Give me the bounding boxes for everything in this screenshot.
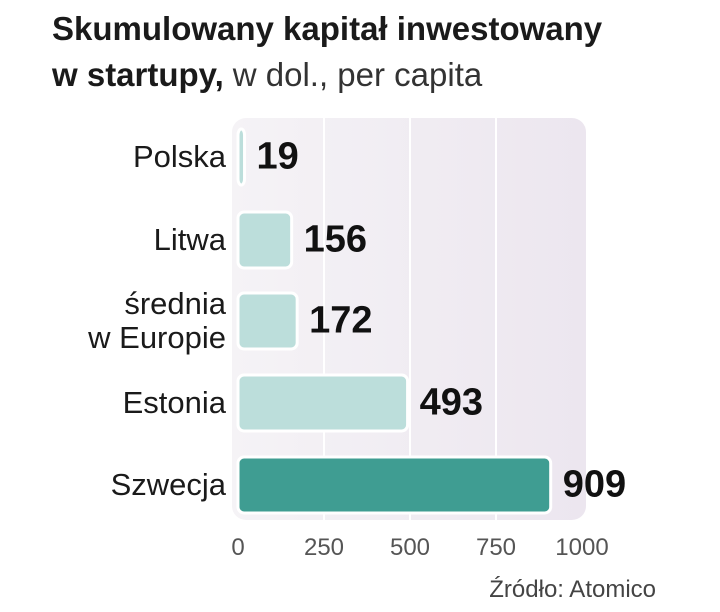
x-tick-label: 0 xyxy=(231,534,245,561)
bar xyxy=(236,210,294,270)
value-label: 493 xyxy=(419,381,483,424)
bar xyxy=(236,373,410,433)
x-tick-label: 500 xyxy=(389,534,431,561)
value-label: 19 xyxy=(256,135,299,178)
bar xyxy=(236,127,247,187)
subtitle: w dol., per capita xyxy=(232,56,483,93)
source: Źródło: Atomico xyxy=(489,576,656,603)
category-label: Litwa xyxy=(153,222,226,257)
category-label: Szwecja xyxy=(110,467,226,502)
value-label: 156 xyxy=(303,218,368,261)
category-label: Estonia xyxy=(122,385,226,420)
bar xyxy=(236,291,299,351)
category-label: Polska xyxy=(132,139,226,174)
title-line: Skumulowany kapitał inwestowany xyxy=(52,10,603,47)
category-label: średnia w Europie xyxy=(88,286,226,355)
title-line: w startupy, xyxy=(52,56,224,93)
bar xyxy=(236,455,553,515)
x-tick-label: 250 xyxy=(303,534,345,561)
value-label: 172 xyxy=(309,299,373,342)
value-label: 909 xyxy=(562,463,627,506)
x-tick-label: 750 xyxy=(475,534,517,561)
x-tick-label: 1000 xyxy=(555,534,609,561)
title: Skumulowany kapitał inwestowany w startu… xyxy=(52,6,602,98)
